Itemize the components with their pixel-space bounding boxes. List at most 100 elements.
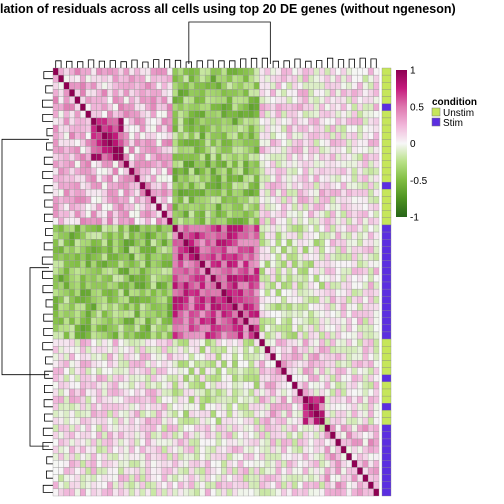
heatmap-cell	[85, 239, 92, 247]
heatmap-cell	[340, 395, 347, 404]
heatmap-cell	[297, 303, 304, 311]
heatmap-cell	[270, 410, 276, 418]
heatmap-cell	[107, 260, 113, 268]
heatmap-cell	[324, 74, 331, 83]
heatmap-cell	[346, 288, 353, 297]
heatmap-cell	[204, 288, 211, 297]
heatmap-cell	[172, 403, 179, 411]
heatmap-cell	[112, 360, 119, 368]
heatmap-cell	[270, 110, 276, 119]
dendrogram-branch	[370, 58, 377, 68]
heatmap-cell	[150, 74, 157, 83]
heatmap-cell	[69, 317, 75, 325]
heatmap-cell	[166, 353, 173, 361]
heatmap-cell	[118, 124, 124, 133]
heatmap-cell	[101, 367, 108, 375]
heatmap-cell	[308, 474, 314, 482]
heatmap-cell	[188, 403, 195, 411]
heatmap-cell	[156, 338, 162, 347]
heatmap-cell	[329, 367, 336, 375]
heatmap-cell	[161, 260, 168, 268]
heatmap-cell	[275, 353, 282, 361]
heatmap-cell	[112, 474, 119, 482]
heatmap-cell	[329, 324, 336, 333]
heatmap-cell	[194, 181, 200, 190]
heatmap-cell	[319, 67, 325, 76]
heatmap-cell	[324, 174, 331, 183]
heatmap-cell	[112, 231, 119, 240]
heatmap-cell	[52, 146, 59, 154]
heatmap-cell	[172, 296, 179, 304]
heatmap-cell	[302, 246, 309, 254]
heatmap-cell	[79, 246, 86, 254]
heatmap-cell	[237, 403, 244, 411]
heatmap-cell	[302, 231, 309, 240]
heatmap-cell	[58, 74, 65, 83]
heatmap-cell	[248, 203, 255, 211]
heatmap-cell	[161, 374, 168, 383]
heatmap-cell	[248, 160, 255, 169]
heatmap-cell	[308, 124, 314, 133]
heatmap-cell	[367, 381, 374, 390]
heatmap-cell	[357, 395, 363, 404]
heatmap-cell	[156, 110, 162, 119]
heatmap-cell	[139, 89, 146, 97]
heatmap-cell	[183, 381, 190, 390]
heatmap-cell	[156, 346, 162, 354]
heatmap-cell	[324, 488, 331, 497]
heatmap-cell	[259, 267, 266, 276]
heatmap-cell	[275, 89, 282, 97]
heatmap-cell	[297, 296, 304, 304]
heatmap-cell	[145, 453, 151, 461]
heatmap-cell	[101, 267, 108, 276]
heatmap-cell	[232, 410, 238, 418]
heatmap-cell	[58, 424, 65, 432]
heatmap-cell	[128, 246, 135, 254]
heatmap-cell	[319, 153, 325, 161]
heatmap-cell	[74, 253, 81, 261]
heatmap-cell	[118, 431, 124, 440]
heatmap-cell	[145, 246, 151, 254]
heatmap-cell	[313, 431, 320, 440]
heatmap-cell	[351, 110, 358, 119]
heatmap-cell	[329, 453, 336, 461]
annotation-cell	[381, 460, 392, 468]
heatmap-cell	[204, 367, 211, 375]
heatmap-cell	[357, 331, 363, 340]
heatmap-cell	[351, 338, 358, 347]
heatmap-cell	[362, 460, 369, 468]
heatmap-cell	[335, 189, 342, 197]
heatmap-cell	[264, 174, 271, 183]
heatmap-cell	[237, 331, 244, 340]
heatmap-cell	[85, 224, 92, 233]
heatmap-cell	[199, 217, 206, 226]
heatmap-cell	[183, 253, 190, 261]
heatmap-cell	[340, 189, 347, 197]
heatmap-cell	[302, 274, 309, 283]
heatmap-cell	[194, 110, 200, 119]
heatmap-cell	[232, 210, 238, 218]
dendrogram-branch	[43, 328, 53, 336]
heatmap-cell	[329, 96, 336, 104]
heatmap-cell	[107, 388, 113, 397]
heatmap-cell	[275, 196, 282, 204]
heatmap-cell	[237, 338, 244, 347]
heatmap-cell	[161, 353, 168, 361]
heatmap-cell	[69, 374, 75, 383]
heatmap-cell	[134, 381, 141, 390]
heatmap-cell	[286, 324, 293, 333]
heatmap-cell	[96, 488, 103, 497]
heatmap-cell	[373, 353, 380, 361]
heatmap-cell	[183, 410, 190, 418]
heatmap-cell	[74, 360, 81, 368]
dendrogram-branch	[44, 370, 53, 379]
heatmap-cell	[112, 239, 119, 247]
heatmap-cell	[357, 481, 363, 490]
heatmap-cell	[259, 174, 266, 183]
heatmap-cell	[248, 310, 255, 318]
heatmap-cell	[253, 445, 260, 454]
heatmap-cell	[232, 231, 238, 240]
heatmap-cell	[259, 467, 266, 475]
heatmap-cell	[367, 181, 374, 190]
heatmap-cell	[248, 239, 255, 247]
